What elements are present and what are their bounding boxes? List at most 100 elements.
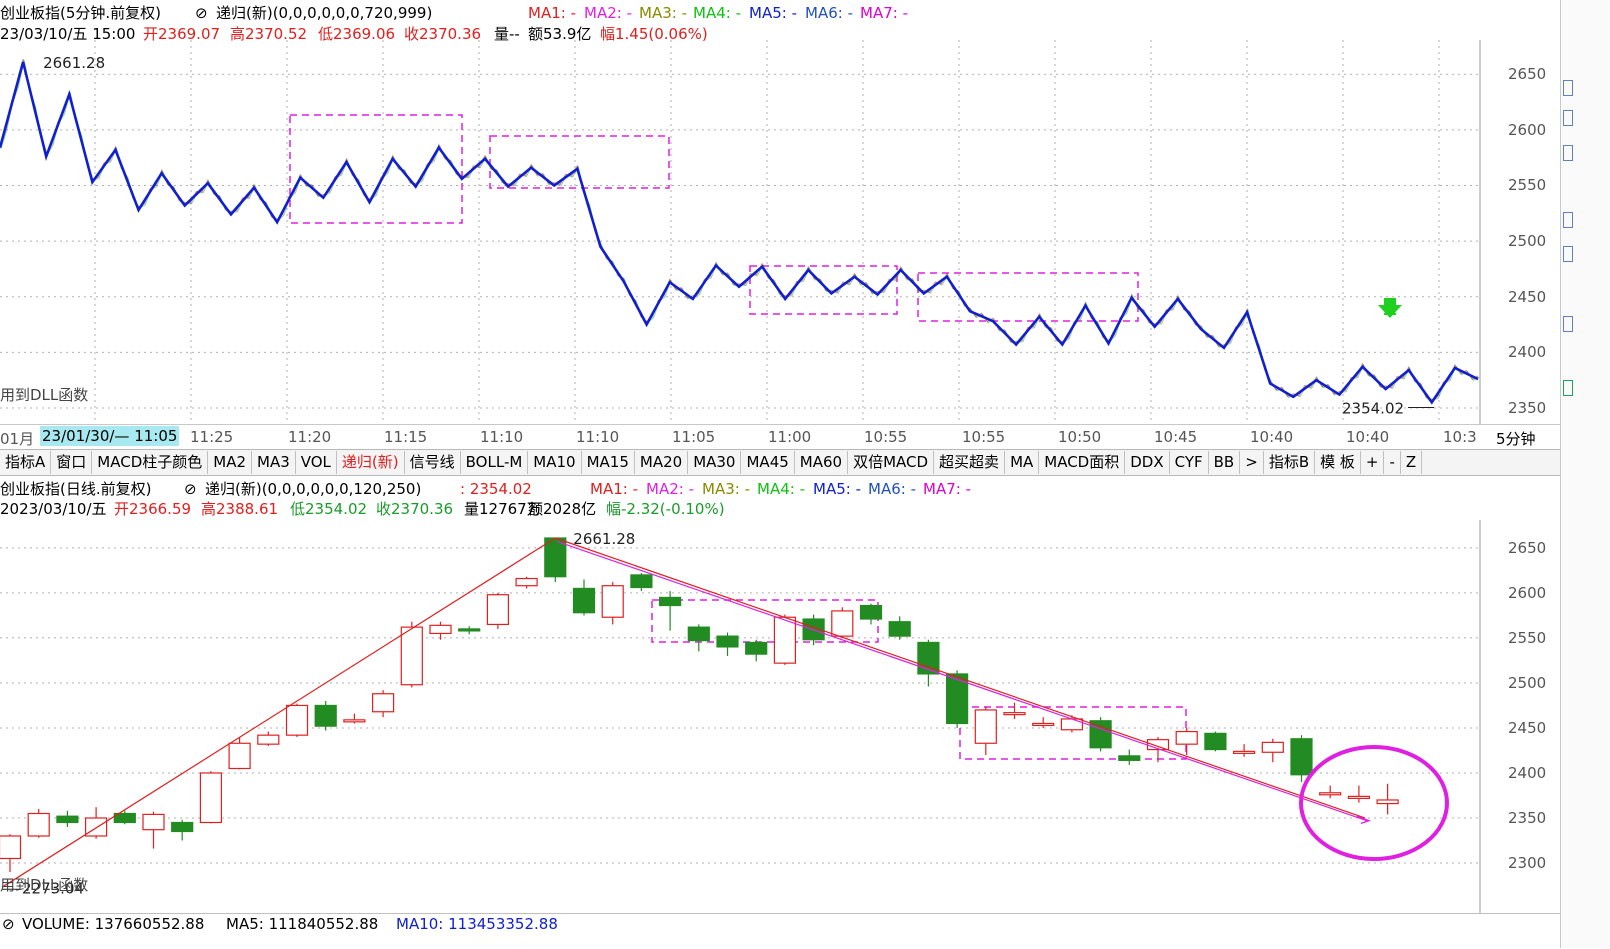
side-button[interactable] [1563,110,1573,126]
toolbar-item[interactable]: + [1361,451,1385,474]
x-tick-label: 10:55 [962,428,1006,446]
candle [257,734,280,745]
y-tick-label: 2550 [1508,176,1547,195]
candle [1003,712,1026,716]
bottom-change: 幅-2.32(-0.10%) [606,500,725,518]
candle [1319,792,1342,796]
bottom-high: 高2388.61 [201,500,279,518]
toolbar-item[interactable]: MA60 [795,451,849,474]
x-tick-label: 10:40 [1250,428,1294,446]
y-tick-label: 2450 [1508,287,1547,306]
toolbar-item[interactable]: 指标B [1264,451,1316,474]
period-selector[interactable]: 5分钟 [1496,430,1536,448]
zigzag-line [0,61,1479,405]
x-tick-label: 11:05 [672,428,716,446]
right-side-strip [1560,0,1610,948]
candle [572,587,596,614]
toolbar-item[interactable]: MA3 [252,451,296,474]
top-chart-title: 创业板指(5分钟.前复权) [0,4,162,22]
candle [84,817,108,837]
low-annotation: 2273.04 [22,879,84,897]
side-button[interactable] [1563,246,1573,262]
candle [515,577,538,587]
toolbar-item[interactable]: MA20 [635,451,689,474]
top-indicator[interactable]: 递归(新)(0,0,0,0,0,0,720,999) [216,4,433,22]
top-close: 收2370.36 [404,25,482,43]
toolbar-item[interactable]: BOLL-M [461,451,529,474]
y-tick-label: 2500 [1508,673,1547,692]
candle [343,719,366,723]
pattern-box [489,135,670,189]
toolbar-item[interactable]: VOL [296,451,337,474]
daily-candlestick-chart[interactable]: 2661.28 2273.04 [0,520,1560,915]
toolbar-item[interactable]: 超买超卖 [934,451,1006,474]
y-tick-label: 2350 [1508,398,1547,417]
toolbar-item[interactable]: - [1384,451,1401,474]
indicator-settings-icon[interactable]: ⊘ [195,4,208,22]
top-amount: 额53.9亿 [528,25,592,43]
toolbar-item[interactable]: 双倍MACD [848,451,935,474]
y-tick-label: 2500 [1508,232,1547,251]
volume-legend-icon[interactable]: ⊘ [2,915,15,933]
toolbar-item[interactable]: DDX [1125,451,1170,474]
x-tick-label: 10:40 [1346,428,1390,446]
toolbar-item[interactable]: MA10 [528,451,582,474]
toolbar-item[interactable]: Z [1401,451,1423,474]
top-high: 高2370.52 [230,25,308,43]
side-button[interactable] [1563,380,1573,396]
y-tick-label: 2450 [1508,718,1547,737]
toolbar-item[interactable]: > [1240,451,1264,474]
low-annotation: 2354.02 [1342,400,1404,418]
side-button[interactable] [1563,212,1573,228]
toolbar-item[interactable]: MA2 [208,451,252,474]
pattern-box [749,265,898,315]
candle [1290,738,1313,776]
side-button[interactable] [1563,145,1573,161]
top-volume: 量-- [494,25,520,43]
pattern-box [651,599,879,643]
bottom-indicator[interactable]: 递归(新)(0,0,0,0,0,0,120,250) [205,480,422,498]
bottom-ma1-label: MA1: - [590,480,638,498]
toolbar-item[interactable]: MA30 [688,451,742,474]
bottom-price: : 2354.02 [460,480,532,498]
time-axis[interactable]: 01月 23/01/30/— 11:05 11:25 11:20 11:15 11:10 1… [0,424,1560,449]
toolbar-item[interactable]: 指标A [0,451,52,474]
intraday-chart[interactable]: 2661.28 2354.02 [0,40,1560,430]
bottom-ma5-label: MA5: - [813,480,861,498]
y-tick-label: 2600 [1508,583,1547,602]
candle [687,626,710,642]
toolbar-item[interactable]: 信号线 [405,451,461,474]
toolbar-item[interactable]: 递归(新) [337,451,405,474]
y-tick-label: 2400 [1508,763,1547,782]
side-button[interactable] [1563,316,1573,332]
toolbar-item[interactable]: CYF [1170,451,1209,474]
candle [400,626,423,686]
downtrend-channel-line [557,541,1368,822]
toolbar-item[interactable]: MA45 [741,451,795,474]
x-tick-label: 11:10 [480,428,524,446]
toolbar-item[interactable]: MACD面积 [1039,451,1126,474]
candle [945,673,969,725]
candle [285,704,309,736]
candle [773,616,797,664]
bottom-date: 2023/03/10/五 [0,500,107,518]
toolbar-item[interactable]: 模 板 [1315,451,1361,474]
candle [601,585,624,618]
side-button[interactable] [1563,80,1573,96]
toolbar-item[interactable]: MA [1005,451,1040,474]
indicator-settings-icon-2[interactable]: ⊘ [184,480,197,498]
toolbar-item[interactable]: 窗口 [51,451,93,474]
toolbar-item[interactable]: BB [1209,451,1241,474]
top-date: 23/03/10/五 15:00 [0,25,136,43]
x-tick-label: 01月 [0,430,35,448]
candle [1175,730,1198,745]
candle [831,610,854,637]
candle [745,641,768,655]
top-change: 幅1.45(0.06%) [600,25,708,43]
toolbar-item[interactable]: MA15 [582,451,635,474]
indicator-toolbar: 指标A 窗口 MACD柱子颜色 MA2 MA3 VOL 递归(新) 信号线 BOLL-M MA10… [0,449,1560,476]
candle [716,635,739,648]
x-tick-label: 11:20 [288,428,332,446]
toolbar-item[interactable]: MACD柱子颜色 [92,451,209,474]
candle [314,704,337,727]
